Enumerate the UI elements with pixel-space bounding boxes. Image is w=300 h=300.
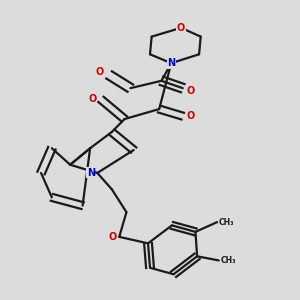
Text: O: O — [187, 111, 195, 121]
Text: O: O — [109, 232, 117, 242]
Text: O: O — [88, 94, 97, 104]
Text: CH₃: CH₃ — [220, 256, 236, 265]
Text: O: O — [187, 86, 195, 96]
Text: N: N — [167, 58, 175, 68]
Text: O: O — [177, 23, 185, 33]
Text: CH₃: CH₃ — [219, 218, 234, 226]
Text: N: N — [87, 168, 95, 178]
Text: O: O — [95, 67, 103, 77]
